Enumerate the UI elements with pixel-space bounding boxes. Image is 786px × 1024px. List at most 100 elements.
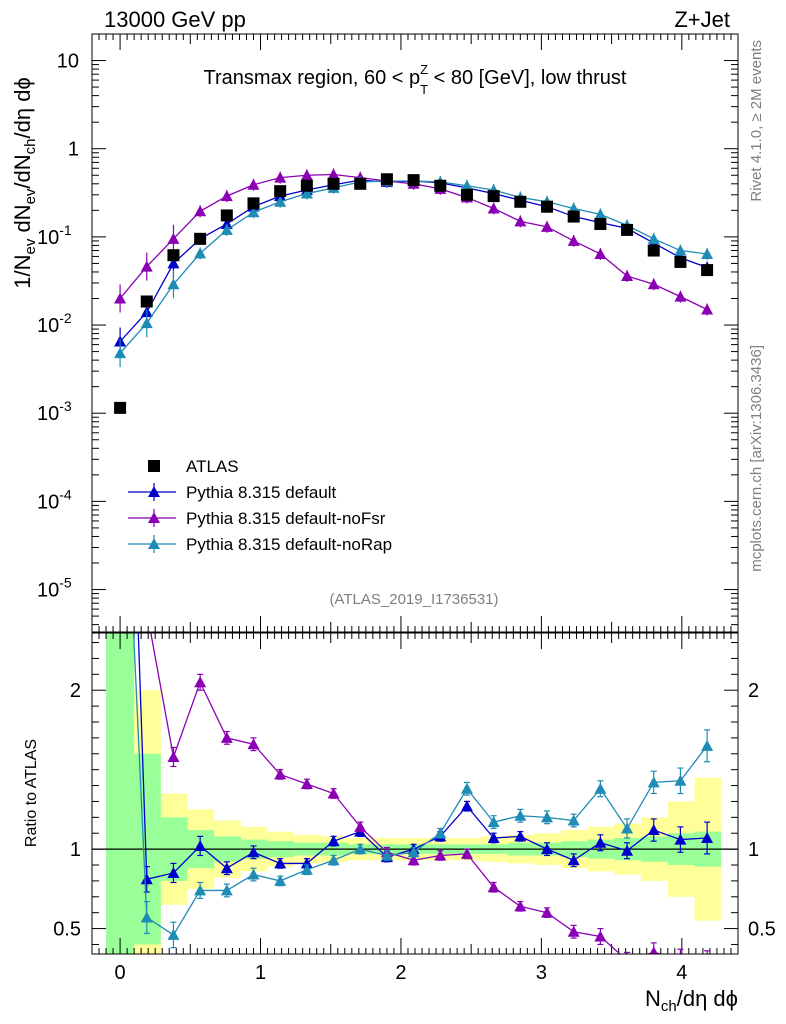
marker-pythia-8-315-default-nofsr [594, 247, 607, 259]
ratio-marker-pythia-8-315-default-nofsr [460, 847, 473, 859]
marker-pythia-8-315-default-norap [114, 347, 127, 359]
ratio-marker-pythia-8-315-default-norap [167, 928, 180, 940]
ratio-plot-frame [91, 632, 739, 955]
ratio-marker-pythia-8-315-default-norap [220, 884, 233, 896]
ratio-marker-pythia-8-315-default [114, 96, 126, 107]
y-tick-label: 10-5 [37, 575, 72, 602]
ratio-marker-pythia-8-315-default-norap [327, 854, 340, 866]
marker-pythia-8-315-default-nofsr [247, 178, 260, 190]
ratio-marker-pythia-8-315-default-norap [354, 843, 367, 855]
legend: ATLAS Pythia 8.315 default Pythia 8.315 de… [128, 457, 392, 554]
analysis-watermark: (ATLAS_2019_I1736531) [329, 591, 498, 608]
plot-title: Transmax region, 60 < pTZ < 80 [GeV], lo… [204, 62, 627, 97]
marker-pythia-8-315-default-norap [647, 232, 660, 244]
ratio-marker-pythia-8-315-default [194, 839, 207, 851]
marker-atlas [460, 188, 473, 201]
ratio-series-group [114, 96, 714, 965]
ratio-marker-pythia-8-315-default [567, 854, 580, 866]
marker-atlas [701, 264, 714, 277]
marker-atlas [434, 179, 447, 192]
ratio-marker-pythia-8-315-default-norap [460, 782, 473, 794]
ratio-marker-pythia-8-315-default-nofsr [434, 849, 447, 861]
rivet-version-label: Rivet 4.1.0, ≥ 2M events [748, 40, 765, 202]
ratio-marker-pythia-8-315-default [247, 846, 260, 858]
x-tick-label: 3 [536, 962, 547, 984]
marker-pythia-8-315-default-nofsr [701, 303, 714, 315]
ratio-marker-pythia-8-315-default-norap [487, 816, 500, 828]
ratio-marker-pythia-8-315-default [701, 831, 714, 843]
ratio-marker-pythia-8-315-default-norap [247, 868, 260, 880]
marker-atlas [647, 244, 660, 257]
marker-pythia-8-315-default-norap [300, 187, 313, 199]
marker-atlas [327, 177, 340, 190]
marker-pythia-8-315-default-nofsr [674, 290, 687, 302]
ratio-marker-pythia-8-315-default-nofsr [141, 605, 153, 616]
marker-atlas [674, 255, 687, 268]
ratio-marker-pythia-8-315-default-norap [140, 911, 153, 923]
marker-pythia-8-315-default-norap [140, 317, 153, 329]
ratio-y-tick-label: 0.5 [53, 919, 81, 941]
ratio-y-tick-label-right: 1 [748, 839, 759, 861]
marker-pythia-8-315-default-norap [274, 195, 287, 207]
ratio-marker-pythia-8-315-default-norap [594, 782, 607, 794]
y-tick-label: 10-3 [37, 398, 72, 425]
marker-pythia-8-315-default-nofsr [114, 292, 127, 304]
marker-pythia-8-315-default-nofsr [541, 220, 554, 232]
ratio-marker-pythia-8-315-default-nofsr [354, 820, 367, 832]
marker-pythia-8-315-default-norap [220, 223, 233, 235]
marker-pythia-8-315-default-nofsr [194, 205, 207, 217]
marker-pythia-8-315-default-nofsr [621, 269, 634, 281]
marker-atlas [380, 173, 393, 186]
marker-pythia-8-315-default-nofsr [220, 190, 233, 202]
x-tick-label: 4 [676, 962, 687, 984]
ratio-y-tick-label: 2 [70, 680, 81, 702]
ratio-marker-pythia-8-315-default-nofsr [274, 768, 287, 780]
legend-label: Pythia 8.315 default [186, 483, 337, 502]
ratio-marker-pythia-8-315-default-nofsr [621, 954, 633, 965]
ratio-y-tick-label-right: 2 [748, 680, 759, 702]
legend-label: Pythia 8.315 default-noRap [186, 535, 392, 554]
marker-atlas [621, 223, 634, 236]
ratio-marker-pythia-8-315-default-norap [194, 884, 207, 896]
marker-pythia-8-315-default-nofsr [300, 169, 313, 181]
energy-label: 13000 GeV pp [104, 7, 246, 32]
ratio-marker-pythia-8-315-default-norap [701, 739, 714, 751]
marker-atlas [594, 217, 607, 230]
ratio-marker-pythia-8-315-default [327, 835, 340, 847]
legend-marker [148, 538, 160, 549]
y-tick-label: 10 [57, 51, 79, 73]
legend-marker [148, 512, 160, 523]
legend-label: Pythia 8.315 default-noFsr [186, 509, 386, 528]
marker-atlas [114, 401, 127, 414]
ratio-marker-pythia-8-315-default [674, 833, 687, 845]
mcplots-label: mcplots.cern.ch [arXiv:1306.3436] [748, 345, 765, 572]
ratio-marker-pythia-8-315-default-nofsr [514, 900, 527, 912]
ratio-y-tick-label: 1 [70, 839, 81, 861]
ratio-marker-pythia-8-315-default [167, 866, 180, 878]
ratio-marker-pythia-8-315-default-norap [567, 814, 580, 826]
marker-pythia-8-315-default-norap [701, 247, 714, 259]
series-line-pythia-8-315-default [119, 179, 708, 342]
y-tick-label: 10-4 [37, 486, 72, 513]
ratio-marker-pythia-8-315-default [220, 862, 233, 874]
ratio-marker-pythia-8-315-default [514, 830, 527, 842]
ratio-marker-pythia-8-315-default [487, 831, 500, 843]
y-axis-label: 1/Nev dNev/dNch/dη dϕ [10, 77, 39, 289]
ratio-marker-pythia-8-315-default [300, 857, 313, 869]
ratio-marker-pythia-8-315-default [541, 843, 554, 855]
ratio-marker-pythia-8-315-default [594, 836, 607, 848]
legend-marker [148, 486, 160, 497]
ratio-marker-pythia-8-315-default [460, 800, 473, 812]
ratio-y-axis-label: Ratio to ATLAS [23, 739, 40, 847]
main-plot-frame [91, 33, 739, 633]
ratio-marker-pythia-8-315-default-norap [434, 827, 447, 839]
ratio-marker-pythia-8-315-default-nofsr [407, 854, 420, 866]
marker-atlas [541, 200, 554, 213]
ratio-marker-pythia-8-315-default [621, 844, 634, 856]
ratio-marker-pythia-8-315-default-norap [541, 811, 554, 823]
ratio-marker-pythia-8-315-default-nofsr [194, 676, 207, 688]
ratio-marker-pythia-8-315-default-nofsr [220, 731, 233, 743]
marker-pythia-8-315-default-norap [247, 206, 260, 218]
legend-label: ATLAS [186, 457, 239, 476]
ratio-marker-pythia-8-315-default-nofsr [594, 930, 607, 942]
